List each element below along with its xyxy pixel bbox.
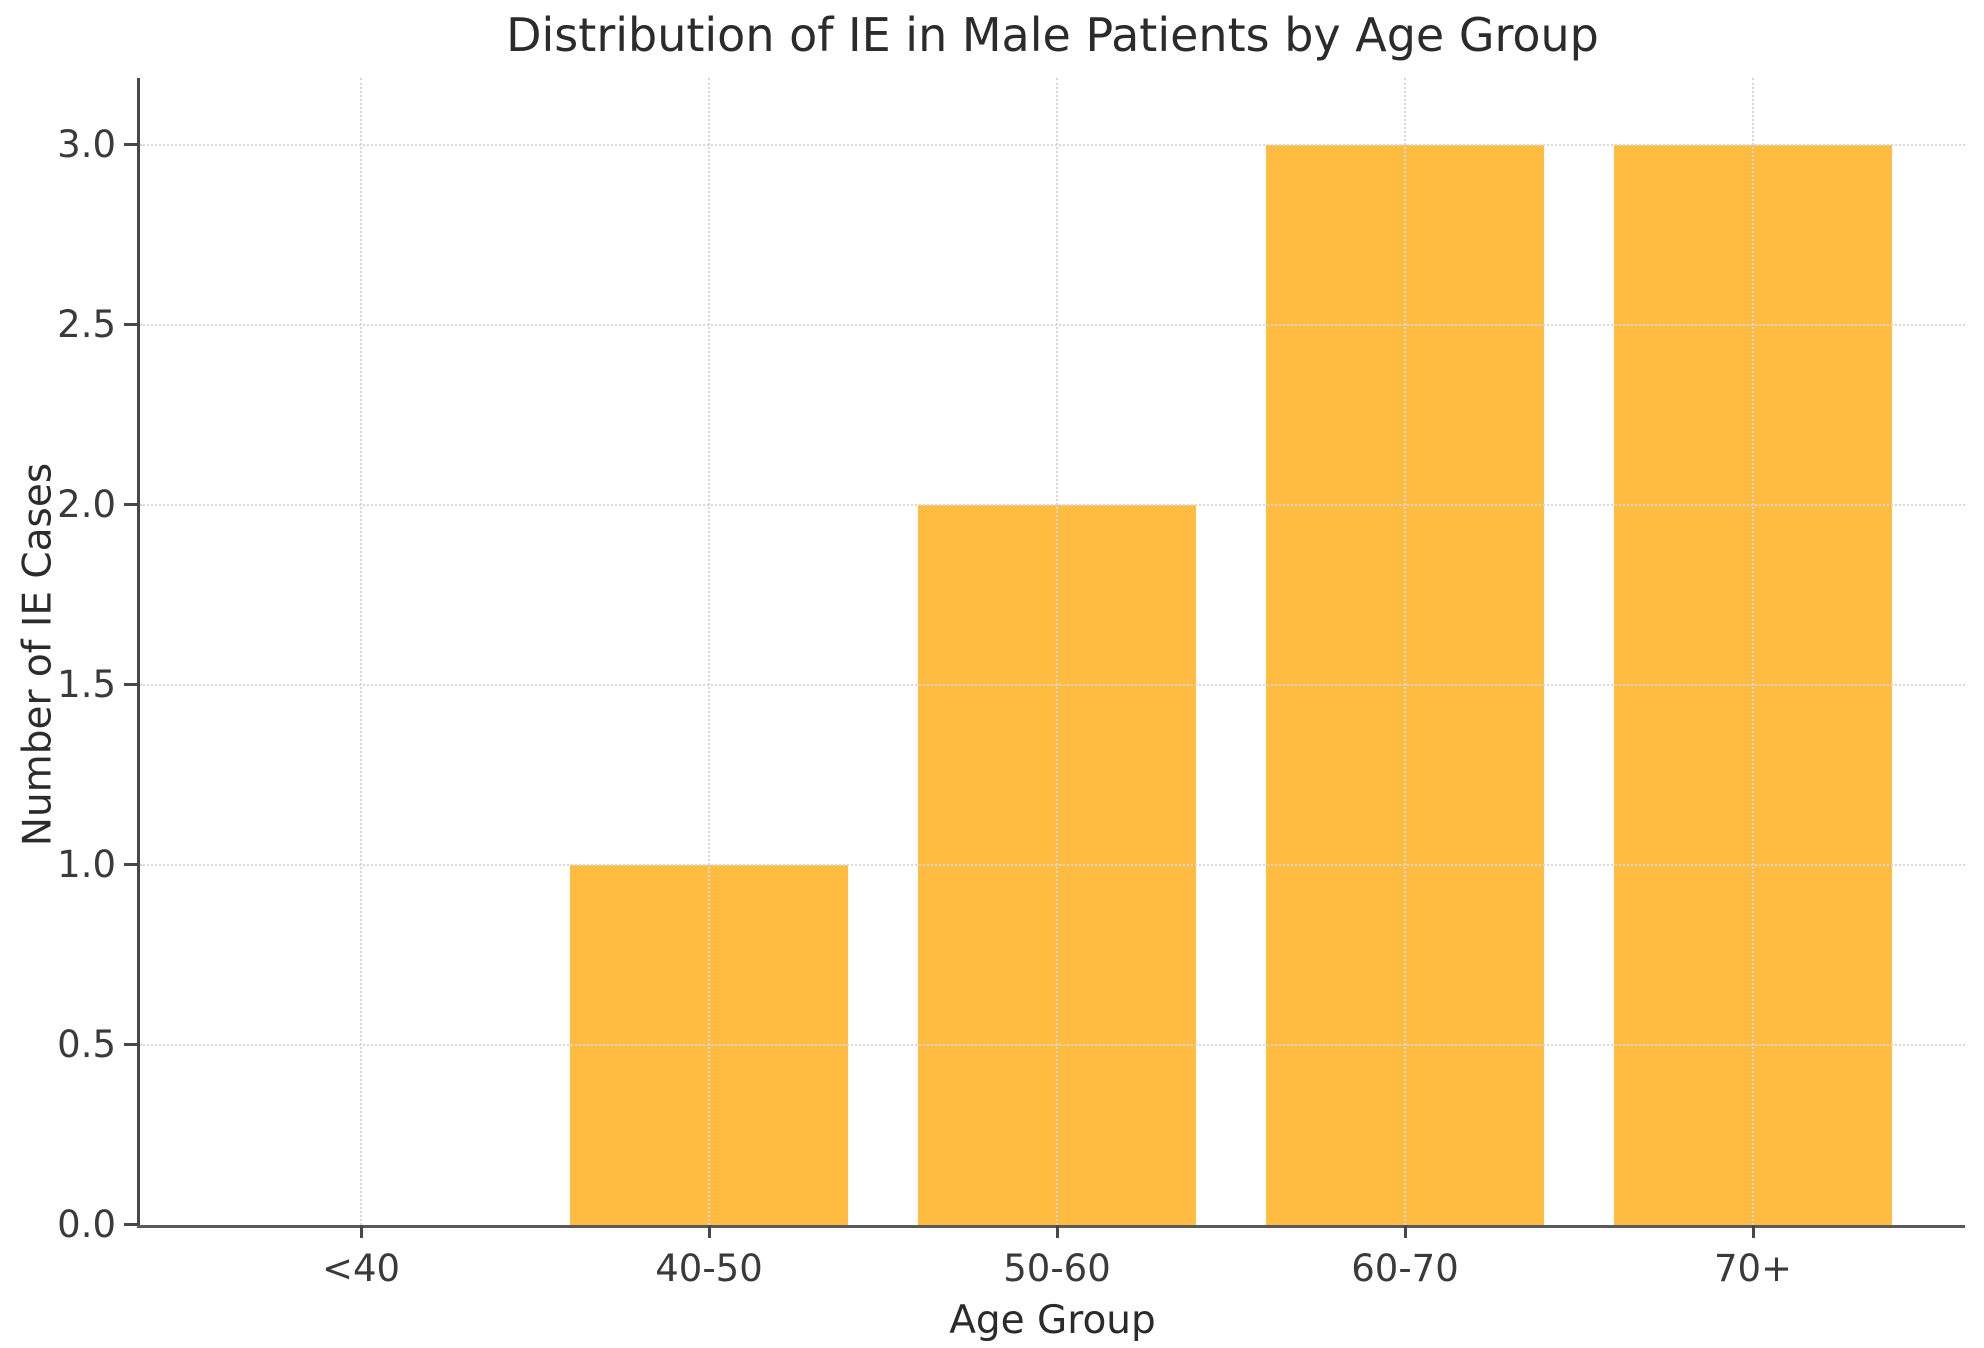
y-tick-label: 0.0 bbox=[57, 1203, 116, 1246]
gridline-vertical bbox=[1404, 78, 1406, 1225]
y-tick-mark bbox=[124, 863, 137, 866]
x-tick-label: 40-50 bbox=[655, 1247, 763, 1290]
x-axis-spine bbox=[137, 1225, 1965, 1228]
x-tick-mark bbox=[360, 1225, 363, 1238]
y-tick-label: 2.0 bbox=[57, 483, 116, 526]
gridline-vertical bbox=[1752, 78, 1754, 1225]
y-tick-mark bbox=[124, 1223, 137, 1226]
x-tick-label: 60-70 bbox=[1351, 1247, 1459, 1290]
x-tick-label: 70+ bbox=[1713, 1247, 1793, 1290]
y-tick-label: 3.0 bbox=[57, 123, 116, 166]
gridline-vertical bbox=[1056, 78, 1058, 1225]
y-tick-label: 1.5 bbox=[57, 663, 116, 706]
gridline-vertical bbox=[708, 78, 710, 1225]
gridline-horizontal bbox=[140, 324, 1965, 326]
x-tick-mark bbox=[1752, 1225, 1755, 1238]
gridline-horizontal bbox=[140, 1044, 1965, 1046]
y-axis-spine bbox=[137, 78, 140, 1228]
x-tick-mark bbox=[1404, 1225, 1407, 1238]
y-tick-label: 1.0 bbox=[57, 843, 116, 886]
y-tick-label: 2.5 bbox=[57, 303, 116, 346]
y-tick-mark bbox=[124, 143, 137, 146]
x-axis-label: Age Group bbox=[949, 1298, 1156, 1343]
gridline-horizontal bbox=[140, 144, 1965, 146]
y-tick-mark bbox=[124, 503, 137, 506]
y-tick-label: 0.5 bbox=[57, 1023, 116, 1066]
x-tick-mark bbox=[1056, 1225, 1059, 1238]
x-tick-label: 50-60 bbox=[1003, 1247, 1111, 1290]
y-tick-mark bbox=[124, 323, 137, 326]
x-tick-mark bbox=[708, 1225, 711, 1238]
gridline-horizontal bbox=[140, 864, 1965, 866]
gridline-horizontal bbox=[140, 504, 1965, 506]
gridline-vertical bbox=[360, 78, 362, 1225]
plot-area bbox=[137, 78, 1965, 1228]
y-tick-mark bbox=[124, 1043, 137, 1046]
x-tick-label: <40 bbox=[321, 1247, 401, 1290]
gridline-horizontal bbox=[140, 684, 1965, 686]
y-tick-mark bbox=[124, 683, 137, 686]
chart-title: Distribution of IE in Male Patients by A… bbox=[506, 8, 1599, 62]
